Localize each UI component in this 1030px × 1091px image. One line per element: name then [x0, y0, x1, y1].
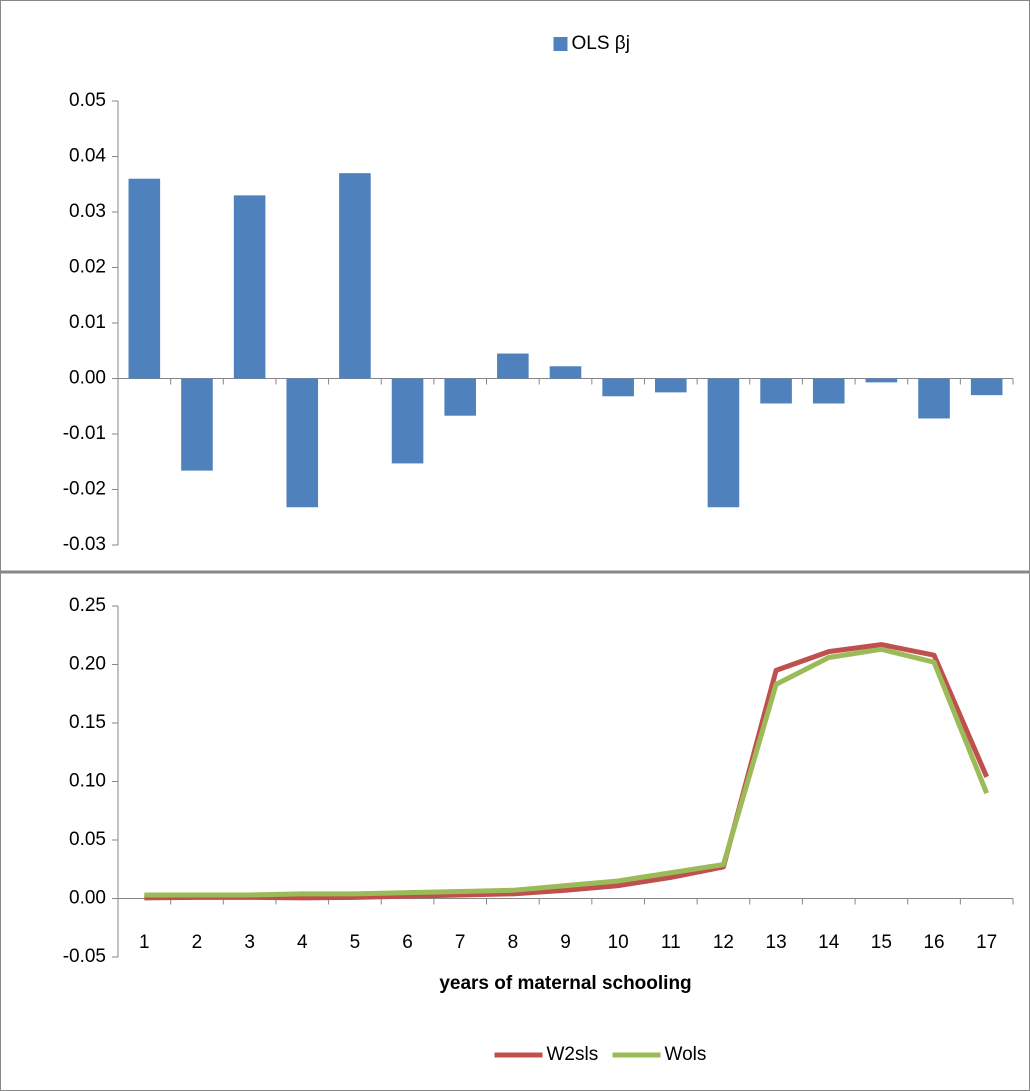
- y-tick-label: -0.02: [63, 479, 106, 500]
- y-tick-label: 0.05: [69, 829, 106, 850]
- y-tick-label: 0.20: [69, 654, 106, 675]
- x-tick-label: 15: [871, 932, 892, 953]
- y-tick-label: -0.05: [63, 946, 106, 967]
- x-tick-label: 4: [297, 932, 308, 953]
- y-tick-label: 0.02: [69, 257, 106, 278]
- y-tick-label: 0.00: [69, 888, 106, 909]
- bar: [497, 353, 529, 379]
- y-tick-label: 0.10: [69, 771, 106, 792]
- x-tick-label: 7: [455, 932, 466, 953]
- y-tick-label: 0.05: [69, 90, 106, 111]
- line: [144, 642, 989, 901]
- x-tick-label: 2: [192, 932, 203, 953]
- bar: [970, 378, 1003, 396]
- bar: [602, 378, 634, 397]
- x-tick-label: 16: [923, 932, 944, 953]
- y-tick-label: -0.03: [63, 534, 106, 555]
- x-axis-title: years of maternal schooling: [439, 973, 691, 994]
- bar: [181, 378, 213, 471]
- bar: [865, 378, 898, 383]
- bar: [707, 378, 740, 508]
- x-tick-label: 1: [139, 932, 150, 953]
- x-tick-label: 5: [350, 932, 361, 953]
- x-tick-label: 13: [766, 932, 787, 953]
- x-tick-label: 10: [608, 932, 629, 953]
- legend-label: W2sls: [547, 1044, 599, 1065]
- bar: [918, 378, 950, 419]
- bar: [760, 378, 792, 404]
- y-tick-label: 0.15: [69, 712, 106, 733]
- x-tick-label: 17: [976, 932, 997, 953]
- legend-label: Wols: [665, 1044, 707, 1065]
- legend-swatch: [553, 37, 568, 51]
- bar: [391, 378, 424, 464]
- bar: [812, 378, 845, 404]
- bar: [444, 378, 476, 416]
- bar: [286, 378, 319, 508]
- bar: [549, 366, 582, 379]
- x-tick-label: 9: [560, 932, 571, 953]
- y-tick-label: 0.01: [69, 312, 106, 333]
- y-tick-label: 0.25: [69, 595, 106, 616]
- x-tick-label: 6: [402, 932, 413, 953]
- bar: [128, 178, 161, 379]
- x-tick-label: 14: [818, 932, 840, 953]
- line: [144, 646, 989, 898]
- x-tick-label: 3: [244, 932, 255, 953]
- x-tick-label: 12: [713, 932, 734, 953]
- x-tick-label: 8: [508, 932, 519, 953]
- bar: [339, 173, 371, 379]
- y-tick-label: 0.00: [69, 368, 106, 389]
- legend-label: OLS βj: [572, 33, 630, 54]
- y-tick-label: -0.01: [63, 423, 106, 444]
- y-tick-label: 0.03: [69, 201, 106, 222]
- bar: [233, 195, 266, 379]
- x-tick-label: 11: [661, 932, 681, 953]
- y-tick-label: 0.04: [69, 146, 106, 167]
- bar: [655, 378, 687, 393]
